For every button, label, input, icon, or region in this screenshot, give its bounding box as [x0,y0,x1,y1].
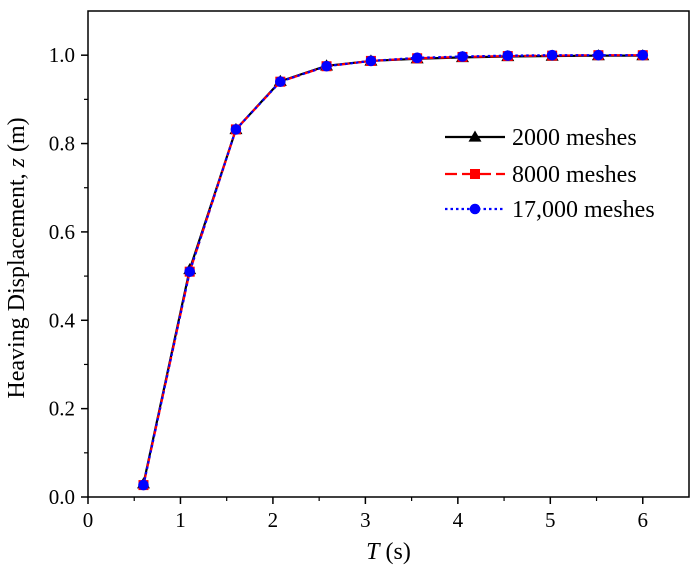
plot-frame [87,10,690,498]
data-point [457,51,468,62]
legend-item: 17,000 meshes [445,197,655,223]
y-axis-prefix: Heaving Displacement, [4,167,30,398]
x-tick-label: 5 [545,508,556,532]
x-tick-label: 0 [83,508,94,532]
series-layer [136,49,650,491]
y-tick-label: 0.8 [49,132,75,156]
series-line [142,54,643,484]
tick-layer: 0 1 2 3 4 5 6 0.0 0.2 0.4 0.6 0.8 1.0 [49,43,648,532]
data-point [411,52,423,64]
data-point [275,76,286,87]
legend-item: 2000 meshes [445,125,637,151]
x-tick-label: 1 [175,508,186,532]
y-axis-variable: z [4,157,30,168]
legend-item: 8000 meshes [445,162,637,188]
legend-label: 17,000 meshes [512,197,655,223]
data-point [365,55,377,67]
x-tick-label: 3 [360,508,371,532]
data-point [593,49,604,61]
y-tick-label: 0.4 [49,308,76,332]
data-point [321,60,332,72]
legend: 2000 meshes 8000 meshes 17,000 meshes [445,125,655,223]
data-point [546,49,558,61]
series-2 [138,49,649,491]
legend-label: 8000 meshes [512,162,637,188]
legend-marker [468,130,482,142]
series-0 [136,49,650,489]
y-tick-label: 0.6 [49,220,75,244]
x-tick-label: 2 [268,508,279,532]
y-tick-label: 0.2 [49,397,75,421]
series-line [142,54,643,486]
x-tick-label: 6 [638,508,649,532]
y-tick-label: 0.0 [49,485,75,509]
data-point [230,124,242,135]
x-axis-title: T (s) [366,539,411,565]
data-point [138,479,149,491]
series-1 [138,50,648,491]
x-axis-unit: (s) [380,539,411,565]
x-tick-label: 4 [453,508,464,532]
series-line [142,54,643,486]
data-point [184,266,196,277]
legend-marker [470,169,480,179]
y-tick-label: 1.0 [49,43,75,67]
y-axis-unit: (m) [4,117,30,158]
legend-marker [469,203,481,215]
y-axis-title: Heaving Displacement, z (m) [4,117,30,398]
data-point [502,50,514,61]
data-point [637,49,649,61]
x-axis-variable: T [366,539,381,565]
axis-titles: T (s) Heaving Displacement, z (m) [4,117,411,565]
legend-label: 2000 meshes [512,125,637,151]
